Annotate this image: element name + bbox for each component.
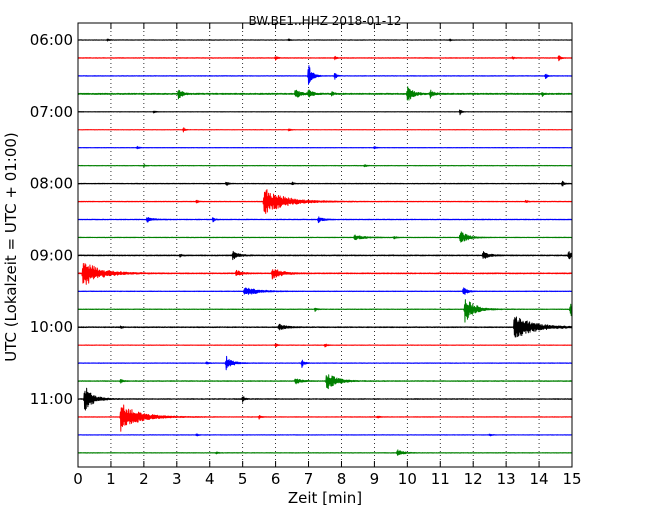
seismic-trace [77, 164, 573, 168]
trace-line [77, 263, 573, 285]
x-tick-label: 0 [73, 470, 83, 488]
x-tick-label: 6 [271, 470, 281, 488]
trace-layer [77, 38, 573, 456]
chart-title: BW.BE1..HHZ 2018-01-12 [248, 14, 401, 28]
y-tick-label: 11:00 [30, 390, 73, 408]
seismic-trace [77, 86, 573, 101]
seismic-trace [77, 404, 573, 432]
seismic-trace [77, 316, 573, 338]
x-tick-label: 1 [106, 470, 116, 488]
trace-line [77, 164, 573, 168]
seismic-trace [77, 180, 573, 187]
x-axis-label: Zeit [min] [288, 489, 362, 507]
x-tick-label: 8 [337, 470, 347, 488]
y-tick-label: 09:00 [30, 246, 73, 264]
tick-layer: 0 1 2 3 4 5 6 7 8 9 10 11 12 13 14 1506:0007:0008:0009:… [30, 23, 582, 488]
trace-line [77, 250, 573, 261]
trace-line [77, 127, 573, 133]
seismic-trace [77, 449, 573, 456]
x-tick-label: 7 [304, 470, 314, 488]
y-tick-label: 10:00 [30, 318, 73, 336]
trace-line [77, 343, 573, 348]
seismic-trace [77, 355, 573, 371]
trace-line [77, 38, 573, 42]
seismic-trace [77, 374, 573, 390]
trace-line [77, 231, 573, 243]
trace-line [77, 387, 573, 411]
y-tick-label: 07:00 [30, 103, 73, 121]
trace-line [77, 189, 573, 214]
x-tick-label: 2 [139, 470, 149, 488]
seismic-trace [77, 145, 573, 150]
seismic-trace [77, 299, 573, 323]
trace-line [77, 55, 573, 62]
trace-line [77, 449, 573, 456]
y-tick-label: 06:00 [30, 31, 73, 49]
seismic-trace [77, 109, 573, 116]
plot-frame [77, 22, 573, 468]
trace-line [77, 299, 573, 323]
seismic-trace [77, 65, 573, 85]
trace-line [77, 433, 573, 437]
seismic-trace [77, 433, 573, 437]
seismic-trace [77, 250, 573, 261]
seismic-trace [77, 55, 573, 62]
seismic-trace [77, 216, 573, 224]
seismic-trace [77, 231, 573, 243]
trace-line [77, 145, 573, 150]
seismic-trace [77, 387, 573, 411]
x-tick-label: 15 [562, 470, 581, 488]
x-tick-label: 5 [238, 470, 248, 488]
x-tick-label: 4 [205, 470, 215, 488]
x-tick-label: 13 [497, 470, 516, 488]
trace-line [77, 216, 573, 224]
grid-layer [110, 23, 540, 467]
trace-line [77, 404, 573, 432]
seismic-trace [77, 38, 573, 42]
trace-line [77, 316, 573, 338]
trace-line [77, 86, 573, 101]
trace-line [77, 355, 573, 371]
trace-line [77, 109, 573, 116]
trace-line [77, 180, 573, 187]
x-tick-label: 11 [431, 470, 450, 488]
seismic-trace [77, 263, 573, 285]
x-tick-label: 3 [172, 470, 182, 488]
trace-line [77, 287, 573, 295]
x-tick-label: 12 [464, 470, 483, 488]
seismic-trace [77, 287, 573, 295]
x-tick-label: 9 [370, 470, 380, 488]
seismic-trace [77, 343, 573, 348]
trace-line [77, 65, 573, 85]
x-tick-label: 14 [530, 470, 549, 488]
x-tick-label: 10 [398, 470, 417, 488]
y-axis-label: UTC (Lokalzeit = UTC + 01:00) [2, 132, 20, 362]
seismic-trace [77, 189, 573, 214]
trace-line [77, 374, 573, 390]
seismic-trace [77, 127, 573, 133]
y-tick-label: 08:00 [30, 175, 73, 193]
